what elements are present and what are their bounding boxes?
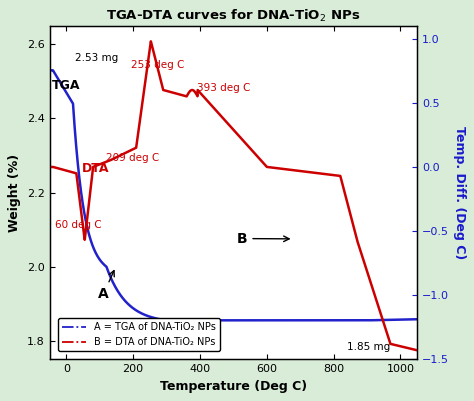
Text: 393 deg C: 393 deg C bbox=[197, 83, 250, 93]
Title: TGA-DTA curves for DNA-TiO$_2$ NPs: TGA-DTA curves for DNA-TiO$_2$ NPs bbox=[106, 8, 361, 24]
Text: 2.53 mg: 2.53 mg bbox=[75, 53, 118, 63]
Y-axis label: Weight (%): Weight (%) bbox=[9, 154, 21, 232]
Text: B: B bbox=[237, 231, 289, 245]
Legend: A = TGA of DNA-TiO₂ NPs, B = DTA of DNA-TiO₂ NPs: A = TGA of DNA-TiO₂ NPs, B = DTA of DNA-… bbox=[58, 318, 220, 351]
X-axis label: Temperature (Deg C): Temperature (Deg C) bbox=[160, 380, 307, 393]
Text: 60 deg C: 60 deg C bbox=[55, 220, 101, 230]
Text: 209 deg C: 209 deg C bbox=[106, 153, 159, 163]
Text: A: A bbox=[98, 271, 114, 301]
Text: 253 deg C: 253 deg C bbox=[131, 61, 185, 71]
Text: DTA: DTA bbox=[82, 162, 110, 175]
Text: 1.85 mg: 1.85 mg bbox=[347, 342, 390, 352]
Text: TGA: TGA bbox=[52, 79, 81, 92]
Y-axis label: Temp. Diff. (Deg C): Temp. Diff. (Deg C) bbox=[453, 126, 465, 259]
